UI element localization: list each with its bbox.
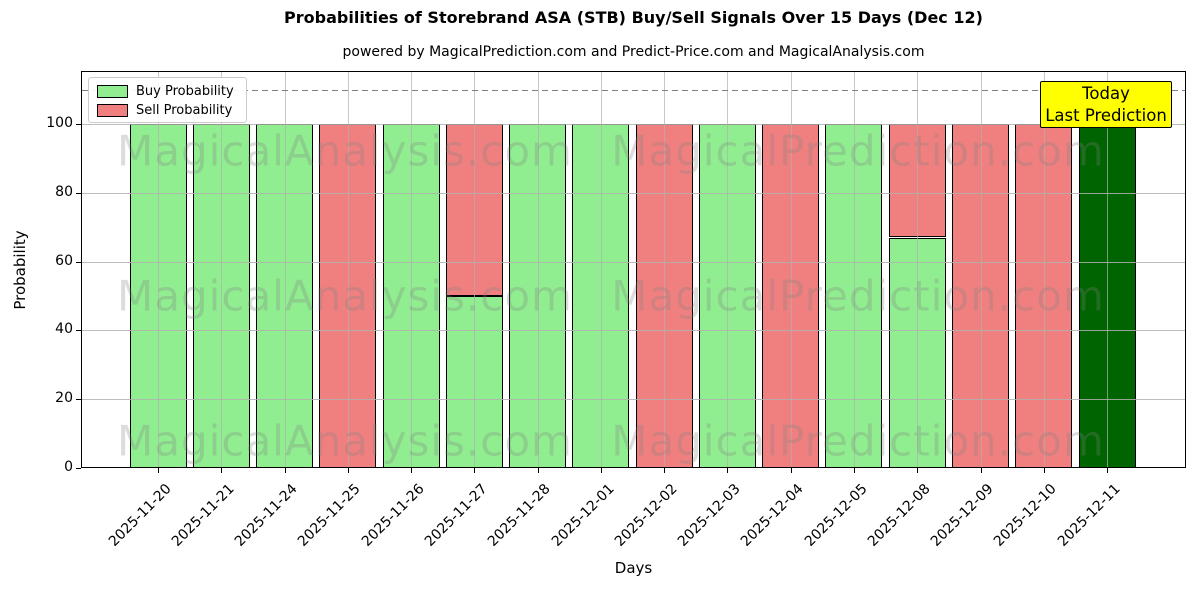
v-gridline bbox=[853, 72, 855, 467]
h-gridline bbox=[82, 399, 1185, 401]
x-tick-mark bbox=[221, 468, 223, 473]
v-gridline bbox=[980, 72, 982, 467]
x-tick-label-text: 2025-12-01 bbox=[548, 481, 618, 550]
x-tick-label-text: 2025-12-02 bbox=[611, 481, 681, 550]
x-tick-label-text: 2025-12-11 bbox=[1054, 481, 1124, 550]
chart-subtitle: powered by MagicalPrediction.com and Pre… bbox=[342, 44, 925, 60]
x-tick-label-text: 2025-12-09 bbox=[927, 481, 997, 550]
x-tick-mark bbox=[727, 468, 729, 473]
y-tick-label: 80 bbox=[55, 183, 73, 200]
x-tick-label-text: 2025-12-08 bbox=[864, 481, 934, 550]
y-tick-mark bbox=[76, 468, 81, 469]
x-tick-mark bbox=[347, 468, 349, 473]
v-gridline bbox=[1107, 72, 1109, 467]
x-tick-mark bbox=[411, 468, 413, 473]
x-tick-label-text: 2025-11-27 bbox=[421, 481, 491, 550]
x-axis-title: Days bbox=[614, 559, 653, 577]
y-tick-label: 60 bbox=[55, 252, 73, 269]
y-tick-label: 0 bbox=[64, 459, 73, 475]
v-gridline bbox=[917, 72, 919, 467]
chart-title: Probabilities of Storebrand ASA (STB) Bu… bbox=[284, 8, 983, 27]
x-tick-label-text: 2025-11-25 bbox=[295, 481, 365, 550]
today-annotation: Today Last Prediction bbox=[1040, 81, 1172, 128]
x-tick-label-text: 2025-11-21 bbox=[168, 481, 238, 550]
x-tick-mark bbox=[1107, 468, 1109, 473]
v-gridline bbox=[411, 72, 413, 467]
v-gridline bbox=[727, 72, 729, 467]
watermark-text: MagicalAnalysis.com bbox=[117, 126, 573, 176]
h-gridline bbox=[82, 192, 1185, 194]
v-gridline bbox=[1043, 72, 1045, 467]
x-tick-label-text: 2025-12-04 bbox=[738, 481, 808, 550]
today-annotation-line2: Last Prediction bbox=[1045, 106, 1167, 125]
y-tick-mark bbox=[76, 192, 81, 194]
y-tick-label: 20 bbox=[55, 390, 73, 407]
h-gridline bbox=[82, 261, 1185, 263]
y-tick-label: 40 bbox=[55, 321, 73, 338]
h-gridline bbox=[82, 123, 1185, 125]
watermark-text: MagicalAnalysis.com bbox=[117, 271, 573, 321]
x-tick-label-text: 2025-11-24 bbox=[231, 481, 301, 550]
x-tick-mark bbox=[600, 468, 602, 473]
x-tick-label-text: 2025-12-10 bbox=[991, 481, 1061, 550]
v-gridline bbox=[474, 72, 476, 467]
x-tick-label-text: 2025-11-26 bbox=[358, 481, 428, 550]
y-tick-mark bbox=[76, 261, 81, 263]
x-tick-mark bbox=[980, 468, 982, 473]
y-tick-mark bbox=[76, 123, 81, 125]
v-gridline bbox=[284, 72, 286, 467]
legend-label-buy: Buy Probability bbox=[136, 83, 234, 99]
v-gridline bbox=[600, 72, 602, 467]
legend-swatch-buy bbox=[97, 84, 128, 98]
x-tick-mark bbox=[790, 468, 792, 473]
legend-entry-buy: Buy Probability bbox=[97, 83, 234, 99]
legend-entry-sell: Sell Probability bbox=[97, 102, 232, 118]
legend-swatch-sell bbox=[97, 103, 128, 117]
x-tick-mark bbox=[1043, 468, 1045, 473]
x-tick-mark bbox=[853, 468, 855, 473]
watermark-text: MagicalPrediction.com bbox=[611, 126, 1105, 176]
v-gridline bbox=[221, 72, 223, 467]
x-tick-mark bbox=[158, 468, 159, 473]
v-gridline bbox=[537, 72, 539, 467]
x-tick-mark bbox=[284, 468, 286, 473]
x-tick-mark bbox=[537, 468, 539, 473]
watermark-text: MagicalPrediction.com bbox=[611, 416, 1105, 466]
x-tick-mark bbox=[917, 468, 919, 473]
h-gridline bbox=[82, 330, 1185, 332]
x-tick-label-text: 2025-12-03 bbox=[674, 481, 744, 550]
y-tick-mark bbox=[76, 330, 81, 332]
x-tick-label-text: 2025-11-20 bbox=[105, 481, 175, 550]
y-tick-label: 100 bbox=[46, 114, 73, 131]
y-tick-mark bbox=[76, 399, 81, 401]
v-gridline bbox=[347, 72, 349, 467]
watermark-text: MagicalAnalysis.com bbox=[117, 416, 573, 466]
x-tick-mark bbox=[474, 468, 476, 473]
legend: Buy Probability Sell Probability bbox=[88, 77, 247, 123]
x-tick-label-text: 2025-11-28 bbox=[485, 481, 554, 550]
watermark-text: MagicalPrediction.com bbox=[611, 271, 1105, 321]
y-axis-title: Probability bbox=[11, 230, 29, 310]
threshold-dashed-line bbox=[82, 89, 1185, 91]
x-tick-label-text: 2025-12-05 bbox=[801, 481, 871, 550]
v-gridline bbox=[158, 72, 159, 467]
v-gridline bbox=[790, 72, 792, 467]
today-annotation-line1: Today bbox=[1082, 84, 1130, 103]
v-gridline bbox=[664, 72, 666, 467]
x-tick-mark bbox=[664, 468, 666, 473]
legend-label-sell: Sell Probability bbox=[136, 102, 233, 118]
